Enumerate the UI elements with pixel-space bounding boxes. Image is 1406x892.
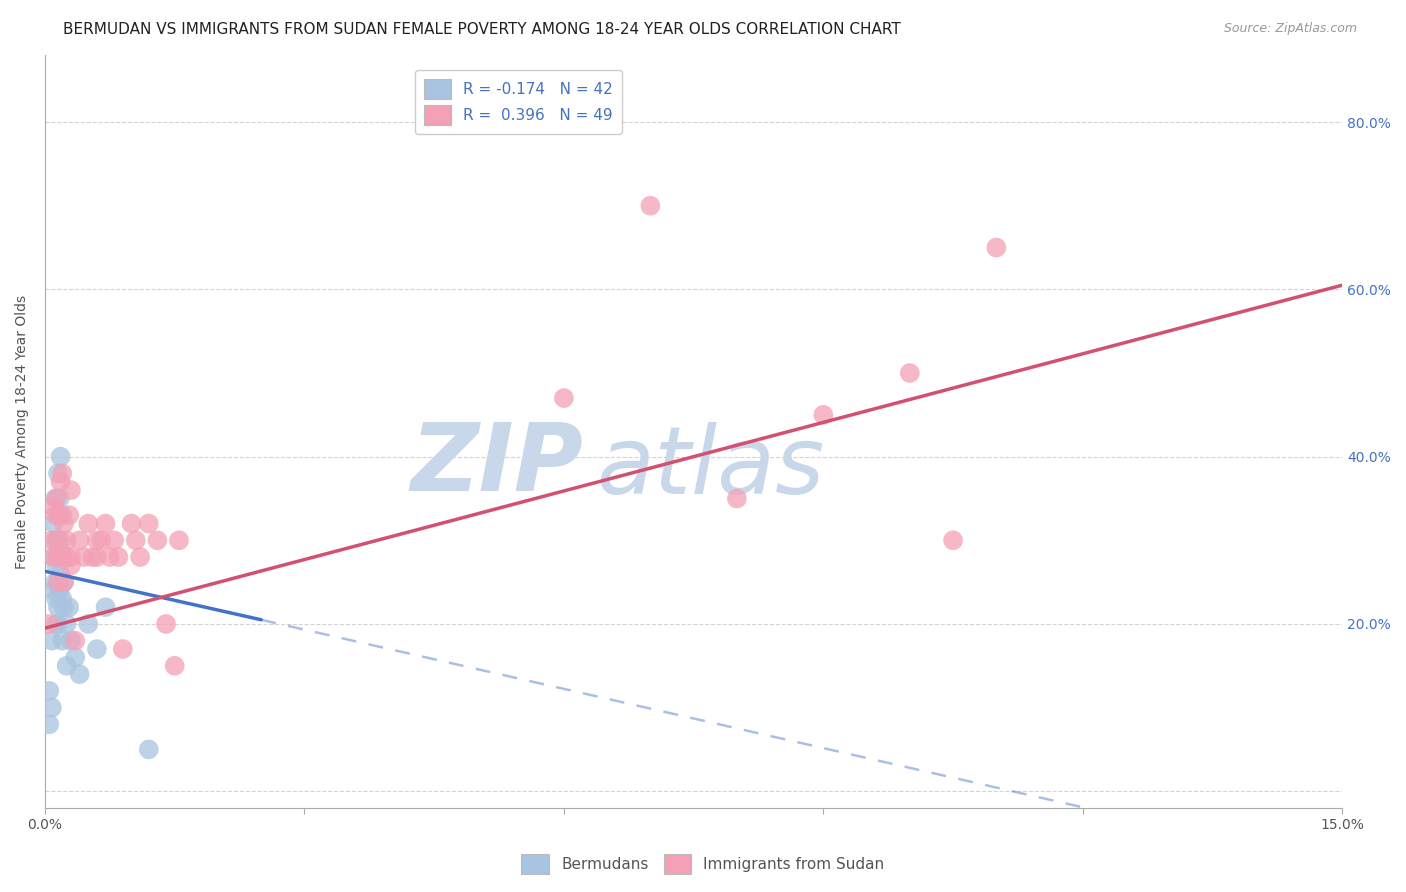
- Point: [77, 516, 100, 531]
- Point: [51, 467, 73, 481]
- Point: [65, 650, 87, 665]
- Y-axis label: Female Poverty Among 18-24 Year Olds: Female Poverty Among 18-24 Year Olds: [15, 294, 30, 568]
- Point: [44, 491, 66, 506]
- Point: [49, 508, 72, 523]
- Point: [725, 491, 748, 506]
- Point: [94, 600, 117, 615]
- Point: [46, 575, 69, 590]
- Point: [77, 617, 100, 632]
- Point: [69, 533, 91, 548]
- Point: [86, 533, 108, 548]
- Point: [553, 391, 575, 405]
- Point: [44, 508, 66, 523]
- Point: [46, 508, 69, 523]
- Point: [55, 549, 77, 564]
- Text: atlas: atlas: [596, 422, 824, 513]
- Point: [90, 533, 112, 548]
- Point: [48, 583, 70, 598]
- Point: [46, 617, 69, 632]
- Point: [42, 500, 65, 514]
- Point: [42, 549, 65, 564]
- Point: [53, 600, 76, 615]
- Point: [45, 617, 67, 632]
- Point: [55, 658, 77, 673]
- Legend: R = -0.174   N = 42, R =  0.396   N = 49: R = -0.174 N = 42, R = 0.396 N = 49: [415, 70, 623, 134]
- Point: [51, 549, 73, 564]
- Point: [58, 600, 80, 615]
- Point: [98, 549, 121, 564]
- Point: [41, 700, 63, 714]
- Point: [59, 483, 82, 497]
- Point: [38, 684, 60, 698]
- Point: [41, 533, 63, 548]
- Point: [51, 591, 73, 606]
- Point: [125, 533, 148, 548]
- Point: [59, 558, 82, 573]
- Point: [58, 508, 80, 523]
- Point: [44, 533, 66, 548]
- Point: [46, 533, 69, 548]
- Point: [42, 549, 65, 564]
- Point: [813, 408, 835, 422]
- Point: [38, 717, 60, 731]
- Point: [51, 633, 73, 648]
- Point: [73, 549, 96, 564]
- Point: [129, 549, 152, 564]
- Point: [138, 516, 160, 531]
- Text: Source: ZipAtlas.com: Source: ZipAtlas.com: [1223, 22, 1357, 36]
- Point: [38, 617, 60, 632]
- Point: [46, 575, 69, 590]
- Point: [55, 617, 77, 632]
- Point: [53, 516, 76, 531]
- Point: [49, 566, 72, 581]
- Point: [45, 491, 67, 506]
- Point: [53, 575, 76, 590]
- Point: [120, 516, 142, 531]
- Point: [138, 742, 160, 756]
- Point: [107, 549, 129, 564]
- Point: [94, 516, 117, 531]
- Point: [163, 658, 186, 673]
- Point: [86, 549, 108, 564]
- Point: [103, 533, 125, 548]
- Point: [49, 533, 72, 548]
- Point: [155, 617, 177, 632]
- Point: [942, 533, 965, 548]
- Point: [48, 491, 70, 506]
- Point: [51, 508, 73, 523]
- Point: [46, 533, 69, 548]
- Legend: Bermudans, Immigrants from Sudan: Bermudans, Immigrants from Sudan: [515, 848, 891, 880]
- Point: [167, 533, 190, 548]
- Point: [55, 533, 77, 548]
- Point: [146, 533, 169, 548]
- Point: [82, 549, 104, 564]
- Point: [45, 591, 67, 606]
- Point: [51, 549, 73, 564]
- Point: [48, 541, 70, 556]
- Point: [46, 600, 69, 615]
- Point: [41, 633, 63, 648]
- Point: [49, 475, 72, 489]
- Point: [986, 241, 1008, 255]
- Point: [46, 549, 69, 564]
- Point: [640, 199, 662, 213]
- Point: [53, 575, 76, 590]
- Point: [59, 549, 82, 564]
- Text: ZIP: ZIP: [411, 419, 583, 511]
- Point: [59, 633, 82, 648]
- Point: [111, 642, 134, 657]
- Point: [46, 549, 69, 564]
- Point: [69, 667, 91, 681]
- Text: BERMUDAN VS IMMIGRANTS FROM SUDAN FEMALE POVERTY AMONG 18-24 YEAR OLDS CORRELATI: BERMUDAN VS IMMIGRANTS FROM SUDAN FEMALE…: [63, 22, 901, 37]
- Point: [42, 516, 65, 531]
- Point: [65, 633, 87, 648]
- Point: [44, 575, 66, 590]
- Point: [49, 450, 72, 464]
- Point: [898, 366, 921, 380]
- Point: [86, 642, 108, 657]
- Point: [46, 467, 69, 481]
- Point: [42, 583, 65, 598]
- Point: [45, 558, 67, 573]
